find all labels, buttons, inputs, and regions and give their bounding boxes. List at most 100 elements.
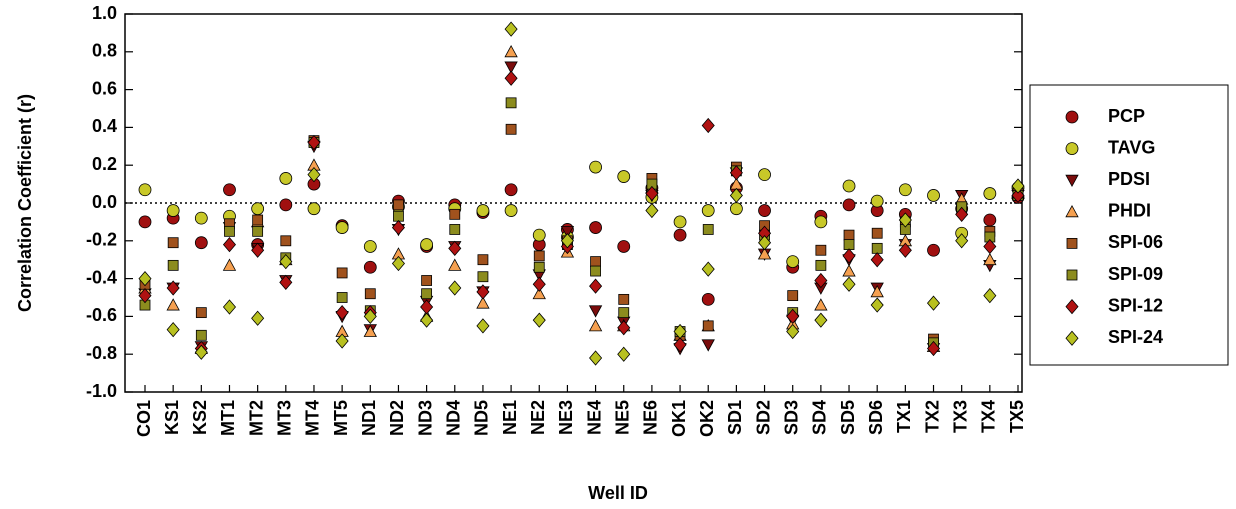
data-point — [251, 310, 265, 326]
data-point — [252, 214, 264, 226]
data-point — [307, 167, 321, 183]
y-tick-label: -0.2 — [86, 230, 117, 250]
data-point — [871, 242, 883, 254]
data-point — [786, 255, 800, 268]
x-tick-label: NE3 — [556, 400, 576, 435]
data-point — [194, 211, 208, 225]
data-point — [814, 272, 828, 289]
data-point — [420, 299, 434, 315]
data-point — [898, 212, 912, 228]
legend-label: SPI-06 — [1108, 232, 1163, 252]
data-point — [252, 225, 264, 237]
y-tick-label: -1.0 — [86, 381, 117, 401]
data-point — [1011, 187, 1025, 204]
data-point — [279, 198, 293, 212]
data-point — [983, 238, 997, 255]
x-tick-label: TX5 — [1007, 400, 1027, 433]
x-tick-label: CO1 — [134, 400, 154, 437]
data-point — [842, 264, 856, 277]
data-point — [477, 254, 489, 266]
data-point — [758, 168, 771, 182]
x-tick-label: TX3 — [950, 400, 970, 433]
legend-marker — [1065, 298, 1079, 315]
data-point — [898, 242, 912, 258]
data-point — [533, 261, 545, 273]
y-tick-label: -0.8 — [86, 343, 117, 363]
data-point — [504, 204, 518, 217]
data-point — [532, 286, 546, 300]
data-point — [251, 202, 265, 216]
data-point — [842, 248, 856, 264]
data-point — [364, 288, 376, 300]
data-point — [167, 259, 179, 271]
data-point — [842, 276, 856, 292]
data-point — [532, 276, 546, 292]
data-point — [590, 265, 601, 277]
data-point — [983, 213, 997, 227]
data-point — [815, 259, 827, 271]
data-point — [843, 229, 855, 241]
data-point — [393, 199, 404, 211]
data-point — [701, 261, 715, 277]
x-tick-label: OK2 — [697, 400, 717, 437]
data-point — [926, 340, 941, 357]
x-tick-label: NE6 — [641, 400, 661, 435]
data-point — [504, 70, 518, 86]
y-tick-label: 1.0 — [92, 3, 117, 23]
y-tick-label: 0.0 — [92, 192, 117, 212]
y-tick-label: 0.6 — [92, 78, 117, 98]
data-point — [617, 320, 631, 336]
data-point — [532, 228, 546, 242]
data-point — [138, 215, 152, 229]
data-point — [393, 210, 404, 222]
data-point — [363, 308, 377, 325]
data-point — [870, 194, 884, 208]
data-point — [391, 219, 405, 236]
data-point — [926, 295, 941, 311]
data-point — [138, 287, 152, 304]
legend-marker — [1065, 204, 1079, 218]
data-point — [279, 274, 293, 290]
data-point — [786, 308, 800, 325]
data-point — [476, 204, 490, 217]
data-point — [645, 202, 659, 219]
data-point — [617, 346, 631, 362]
legend-label: PDSI — [1108, 169, 1150, 189]
data-point — [758, 204, 771, 217]
x-tick-label: SD6 — [866, 400, 886, 435]
x-tick-label: MT3 — [275, 400, 295, 436]
y-tick-label: 0.8 — [92, 41, 117, 61]
data-point — [729, 202, 743, 216]
data-point — [618, 293, 630, 305]
data-point — [645, 185, 659, 202]
legend-label: PHDI — [1108, 201, 1151, 221]
data-point — [702, 320, 714, 332]
x-tick-label: NE1 — [500, 400, 520, 435]
data-point — [195, 307, 207, 319]
x-tick-label: ND3 — [415, 400, 435, 436]
legend-label: SPI-24 — [1108, 327, 1163, 347]
x-tick-label: SD3 — [781, 400, 801, 435]
data-point — [589, 350, 603, 366]
data-point — [955, 233, 969, 249]
data-point — [757, 247, 772, 260]
data-point — [476, 318, 490, 334]
data-point — [307, 202, 321, 216]
data-point — [589, 221, 602, 234]
data-point — [166, 322, 180, 338]
data-point — [814, 312, 828, 328]
data-point — [1011, 178, 1025, 194]
x-tick-label: NE4 — [584, 400, 604, 435]
legend-marker — [1065, 110, 1079, 124]
data-point — [279, 172, 293, 185]
data-point — [588, 319, 603, 332]
data-point — [870, 284, 884, 298]
data-point — [870, 252, 884, 268]
data-point — [870, 297, 884, 313]
data-point — [814, 298, 828, 311]
legend-marker — [1065, 330, 1079, 346]
legend-marker — [1066, 269, 1078, 281]
data-point — [279, 253, 293, 270]
x-tick-label: SD2 — [753, 400, 773, 435]
